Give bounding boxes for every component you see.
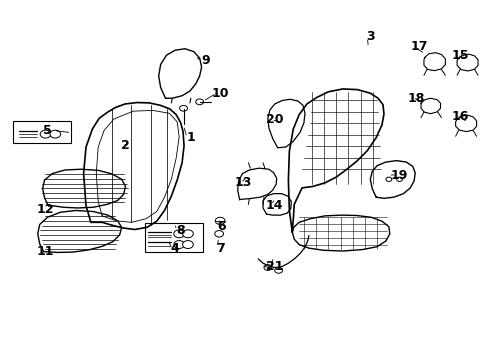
Circle shape bbox=[50, 130, 61, 138]
Text: 3: 3 bbox=[365, 30, 374, 43]
Text: 10: 10 bbox=[211, 87, 228, 100]
Circle shape bbox=[182, 230, 193, 238]
Text: 6: 6 bbox=[216, 220, 225, 233]
Circle shape bbox=[182, 240, 193, 248]
Text: 17: 17 bbox=[409, 40, 427, 53]
Circle shape bbox=[274, 267, 282, 273]
Text: 8: 8 bbox=[176, 224, 184, 238]
Text: 4: 4 bbox=[170, 242, 179, 255]
Text: 19: 19 bbox=[390, 169, 407, 182]
Text: 14: 14 bbox=[265, 199, 283, 212]
Circle shape bbox=[396, 177, 402, 181]
Text: 16: 16 bbox=[450, 110, 468, 123]
Circle shape bbox=[195, 99, 203, 105]
FancyBboxPatch shape bbox=[144, 223, 203, 252]
Circle shape bbox=[40, 130, 51, 138]
Circle shape bbox=[385, 177, 391, 181]
Text: 7: 7 bbox=[215, 242, 224, 255]
Circle shape bbox=[215, 217, 224, 225]
Text: 13: 13 bbox=[234, 176, 252, 189]
Circle shape bbox=[173, 230, 184, 238]
Circle shape bbox=[264, 265, 271, 270]
Text: 20: 20 bbox=[265, 113, 283, 126]
Circle shape bbox=[179, 105, 187, 111]
Text: 12: 12 bbox=[37, 203, 54, 216]
Text: 5: 5 bbox=[42, 124, 51, 137]
FancyBboxPatch shape bbox=[13, 121, 71, 143]
Text: 11: 11 bbox=[37, 244, 54, 257]
Circle shape bbox=[173, 240, 184, 248]
Text: 18: 18 bbox=[407, 92, 424, 105]
Text: 2: 2 bbox=[121, 139, 129, 152]
Text: 15: 15 bbox=[450, 49, 468, 62]
Text: 1: 1 bbox=[186, 131, 195, 144]
Circle shape bbox=[214, 230, 223, 237]
Text: 21: 21 bbox=[265, 260, 283, 273]
Text: 9: 9 bbox=[201, 54, 209, 67]
